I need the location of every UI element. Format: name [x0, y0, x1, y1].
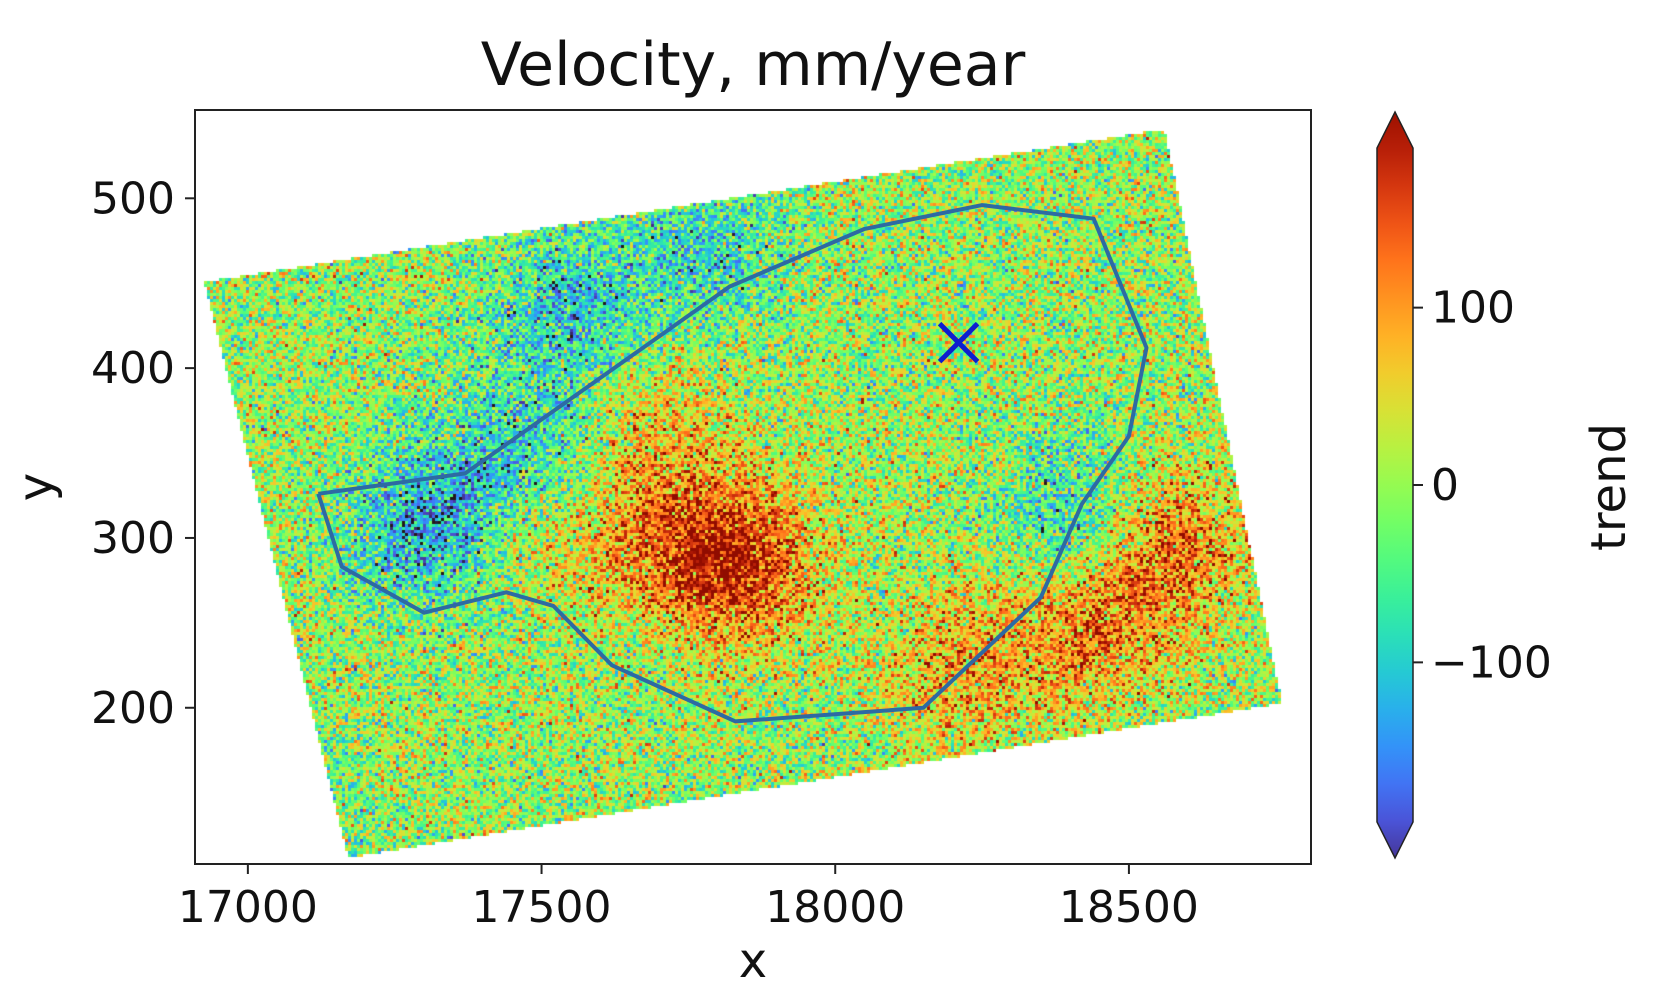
plot-area [195, 110, 1311, 864]
x-axis-label: x [739, 933, 767, 989]
y-tick-label: 500 [91, 173, 175, 224]
x-marker [937, 321, 980, 364]
axes-frame [194, 109, 1312, 865]
y-axis-ticks: 200 300 400 500 [91, 173, 195, 734]
y-axis-label: y [8, 473, 64, 501]
colorbar: −100 0 100 trend [1376, 110, 1637, 860]
y-tick-label: 200 [91, 683, 175, 734]
x-tick-label: 17500 [472, 882, 612, 933]
colorbar-label: trend [1581, 423, 1637, 551]
x-tick-label: 17000 [178, 882, 318, 933]
colorbar-tick-label: 0 [1431, 460, 1459, 511]
x-tick-label: 18000 [765, 882, 905, 933]
y-tick-label: 300 [91, 513, 175, 564]
overlay-layer [316, 203, 1149, 724]
x-axis-ticks: 17000 17500 18000 18500 [178, 864, 1199, 933]
colorbar-gradient [1376, 110, 1414, 860]
x-tick-label: 18500 [1059, 882, 1199, 933]
colorbar-tick-label: 100 [1431, 283, 1515, 334]
chart-title: Velocity, mm/year [481, 30, 1026, 100]
colorbar-ticks: −100 0 100 [1413, 283, 1552, 688]
landslide-outline [316, 203, 1149, 724]
y-tick-label: 400 [91, 343, 175, 394]
colorbar-tick-label: −100 [1431, 637, 1552, 688]
